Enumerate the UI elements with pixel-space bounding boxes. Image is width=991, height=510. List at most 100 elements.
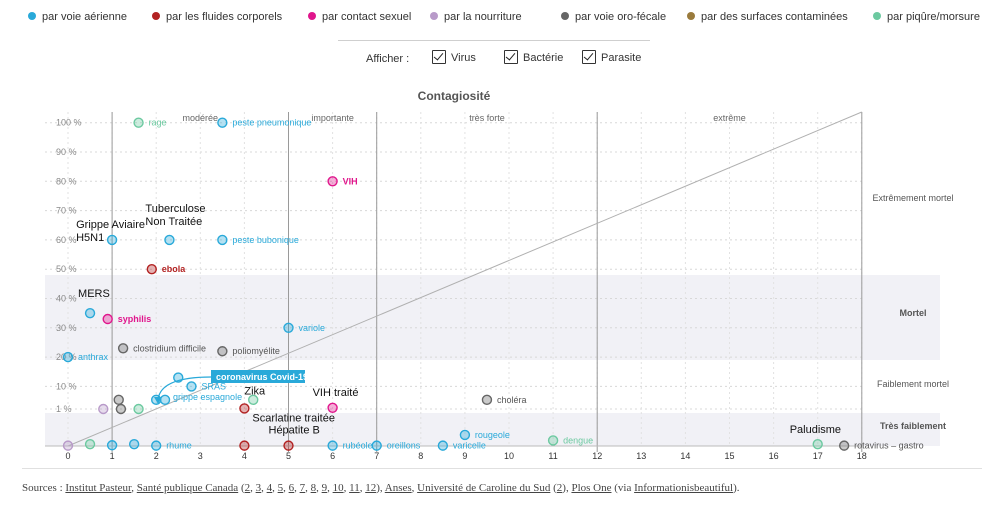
legend-label: par les fluides corporels bbox=[166, 11, 283, 23]
source-link-anses[interactable]: Anses bbox=[384, 482, 412, 494]
covid-label-box bbox=[211, 370, 305, 383]
data-point[interactable] bbox=[239, 403, 250, 414]
footer-divider bbox=[22, 468, 982, 469]
source-link-canada-ref[interactable]: 11 bbox=[349, 482, 360, 494]
data-point[interactable] bbox=[437, 440, 449, 451]
checkbox-parasite[interactable] bbox=[582, 50, 596, 64]
data-point[interactable] bbox=[239, 440, 250, 451]
point-label: rotavirus – gastro bbox=[854, 441, 924, 451]
data-point[interactable] bbox=[106, 440, 118, 451]
x-tick-label: 16 bbox=[769, 451, 779, 461]
point-label: syphilis bbox=[118, 314, 152, 324]
mortality-band-label: Faiblement mortel bbox=[877, 379, 949, 389]
source-link-institut[interactable]: Institut Pasteur bbox=[65, 482, 132, 494]
source-link-via[interactable]: Informationisbeautiful bbox=[634, 482, 734, 494]
data-point[interactable] bbox=[159, 394, 171, 406]
filter-virus[interactable]: Virus bbox=[432, 50, 476, 64]
data-point[interactable] bbox=[812, 438, 823, 450]
x-tick-label: 1 bbox=[110, 451, 115, 461]
legend-item[interactable]: par voie oro-fécale bbox=[561, 11, 666, 23]
checkbox-virus[interactable] bbox=[432, 50, 446, 64]
legend-item[interactable]: par contact sexuel bbox=[308, 11, 411, 23]
data-point[interactable] bbox=[547, 435, 559, 446]
filter-bacterie-label: Bactérie bbox=[523, 52, 564, 64]
checkbox-bacterie[interactable] bbox=[504, 50, 518, 64]
x-tick-label: 17 bbox=[813, 451, 823, 461]
data-point[interactable] bbox=[62, 440, 74, 451]
data-point[interactable] bbox=[133, 117, 144, 128]
point-label: oreillons bbox=[387, 441, 421, 451]
data-point[interactable] bbox=[113, 394, 124, 406]
legend-dot-icon bbox=[152, 12, 160, 20]
data-point[interactable] bbox=[217, 234, 228, 246]
source-link-canada[interactable]: Santé publique Canada bbox=[136, 482, 239, 494]
x-tick-label: 6 bbox=[330, 451, 335, 461]
point-label: rubéole bbox=[343, 441, 373, 451]
data-point[interactable] bbox=[128, 438, 140, 450]
x-tick-label: 12 bbox=[592, 451, 602, 461]
data-point[interactable] bbox=[62, 351, 74, 363]
point-label: poliomyélite bbox=[232, 346, 280, 356]
point-label: VIH traité bbox=[313, 387, 359, 399]
covid-label: coronavirus Covid-19 bbox=[216, 372, 308, 382]
source-link-canada-ref[interactable]: 2 bbox=[244, 482, 251, 494]
data-point[interactable] bbox=[327, 176, 338, 187]
data-point[interactable] bbox=[106, 234, 118, 246]
legend-item[interactable]: par des surfaces contaminées bbox=[687, 11, 848, 23]
data-point[interactable] bbox=[283, 440, 294, 451]
point-label: rage bbox=[149, 118, 167, 128]
source-link-canada-ref[interactable]: 8 bbox=[310, 482, 317, 494]
source-link-canada-ref[interactable]: 7 bbox=[299, 482, 306, 494]
legend-item[interactable]: par piqûre/morsure bbox=[873, 11, 980, 23]
data-point[interactable] bbox=[327, 440, 338, 451]
data-point[interactable] bbox=[146, 264, 157, 275]
data-point[interactable] bbox=[217, 117, 228, 128]
source-link-canada-ref[interactable]: 12 bbox=[365, 482, 377, 494]
source-link-canada-ref[interactable]: 3 bbox=[255, 482, 262, 494]
data-point[interactable] bbox=[115, 403, 127, 415]
source-link-canada-ref[interactable]: 4 bbox=[266, 482, 273, 494]
point-label: Paludisme bbox=[790, 424, 841, 436]
x-tick-label: 7 bbox=[374, 451, 379, 461]
point-label: SRAS bbox=[201, 381, 226, 391]
filter-label: Afficher : bbox=[366, 53, 410, 65]
source-link-canada-ref[interactable]: 5 bbox=[277, 482, 284, 494]
mortality-band-label: Mortel bbox=[900, 308, 927, 318]
data-point[interactable] bbox=[133, 403, 144, 415]
legend-item[interactable]: par la nourriture bbox=[430, 11, 522, 23]
point-label: Scarlatine traitée bbox=[252, 413, 335, 425]
filter-bacterie[interactable]: Bactérie bbox=[504, 50, 563, 64]
canada-refs: 2, 3, 4, 5, 6, 7, 8, 9, 10, 11, 12 bbox=[244, 482, 377, 494]
data-point[interactable] bbox=[84, 307, 96, 319]
mortality-band-label: Extrêmement mortel bbox=[872, 193, 953, 203]
data-point[interactable] bbox=[102, 313, 113, 325]
data-point[interactable] bbox=[186, 381, 197, 392]
legend-item[interactable]: par voie aérienne bbox=[28, 11, 127, 23]
sources-line: Sources : Institut Pasteur, Santé publiq… bbox=[22, 482, 740, 494]
data-point[interactable] bbox=[164, 234, 175, 246]
data-point[interactable] bbox=[838, 440, 850, 451]
data-point[interactable] bbox=[371, 440, 382, 451]
source-link-canada-ref[interactable]: 6 bbox=[288, 482, 295, 494]
data-point[interactable] bbox=[217, 346, 228, 357]
x-tick-label: 13 bbox=[636, 451, 646, 461]
data-point[interactable] bbox=[84, 438, 96, 450]
source-link-canada-ref[interactable]: 10 bbox=[332, 482, 344, 494]
data-point[interactable] bbox=[327, 402, 338, 413]
data-point[interactable] bbox=[98, 403, 109, 415]
source-link-carolina-ref[interactable]: 2 bbox=[556, 482, 563, 494]
source-link-plos[interactable]: Plos One bbox=[571, 482, 612, 494]
data-point[interactable] bbox=[150, 440, 162, 451]
data-point[interactable] bbox=[248, 394, 259, 406]
source-link-canada-ref[interactable]: 9 bbox=[321, 482, 328, 494]
source-link-carolina[interactable]: Université de Caroline du Sud bbox=[417, 482, 551, 494]
legend-item[interactable]: par les fluides corporels bbox=[152, 11, 282, 23]
data-point[interactable] bbox=[283, 322, 294, 333]
legend-label: par voie oro-fécale bbox=[575, 11, 667, 23]
point-label: clostridium difficile bbox=[133, 343, 206, 353]
data-point[interactable] bbox=[459, 429, 471, 441]
data-point[interactable] bbox=[117, 343, 129, 354]
contagion-band-label: extrême bbox=[713, 113, 746, 123]
filter-parasite[interactable]: Parasite bbox=[582, 50, 641, 64]
data-point[interactable] bbox=[481, 394, 493, 406]
